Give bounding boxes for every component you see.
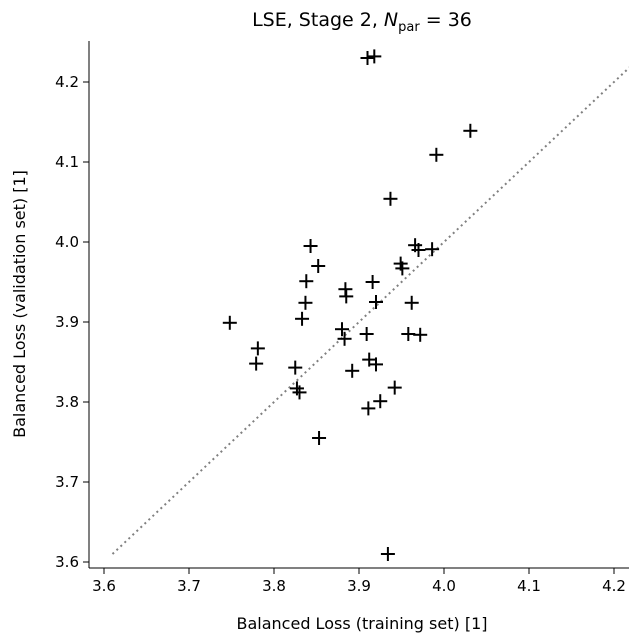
scatter-point <box>395 261 410 276</box>
y-tick-label: 4.0 <box>55 233 79 251</box>
scatter-point <box>369 295 383 309</box>
chart-title-suffix: = 36 <box>420 9 472 31</box>
scatter-point <box>463 123 478 138</box>
scatter-point <box>249 356 264 371</box>
y-tick-label: 4.1 <box>55 153 79 171</box>
scatter-point <box>387 380 402 395</box>
scatter-point <box>337 331 352 346</box>
scatter-point <box>411 243 426 257</box>
scatter-point <box>404 295 419 310</box>
scatter-point <box>335 322 349 337</box>
x-tick-label: 3.6 <box>92 577 116 595</box>
x-tick-label: 4.1 <box>517 577 541 595</box>
scatter-point <box>339 289 354 304</box>
scatter-point <box>429 147 444 162</box>
scatter-point <box>295 311 310 326</box>
x-axis-ticks: 3.6 3.7 3.8 3.9 4.0 4.1 4.2 <box>92 568 626 595</box>
scatter-point <box>311 259 326 273</box>
scatter-point <box>288 360 303 375</box>
y-tick-label: 3.6 <box>55 553 79 571</box>
scatter-point <box>380 547 395 561</box>
scatter-point <box>365 275 380 289</box>
y-axis-ticks: 3.6 3.7 3.8 3.9 4.0 4.1 4.2 <box>55 73 89 571</box>
x-tick-label: 3.8 <box>262 577 286 595</box>
scatter-point <box>373 394 388 409</box>
y-tick-label: 3.9 <box>55 313 79 331</box>
x-tick-label: 3.7 <box>177 577 201 595</box>
scatter-point <box>303 239 318 253</box>
data-points <box>222 49 478 561</box>
scatter-point <box>401 327 416 341</box>
y-tick-label: 3.7 <box>55 473 79 491</box>
chart-title-symbol: N <box>384 9 398 31</box>
y-axis-label: Balanced Loss (validation set) [1] <box>10 170 29 438</box>
x-tick-label: 4.2 <box>602 577 626 595</box>
scatter-point <box>292 385 307 400</box>
identity-diagonal-line <box>111 66 629 555</box>
y-tick-label: 4.2 <box>55 73 79 91</box>
scatter-point <box>222 315 237 330</box>
scatter-point <box>299 274 314 289</box>
chart-title: LSE, Stage 2, Npar = 36 <box>252 9 472 35</box>
scatter-point <box>367 49 382 64</box>
scatter-point <box>369 357 383 372</box>
x-tick-label: 3.9 <box>347 577 371 595</box>
x-tick-label: 4.0 <box>432 577 456 595</box>
scatter-point <box>359 327 374 341</box>
scatter-point <box>425 242 440 257</box>
scatter-point <box>345 363 360 378</box>
chart-title-prefix: LSE, Stage 2, <box>252 9 384 31</box>
scatter-point <box>298 295 313 310</box>
x-axis-label: Balanced Loss (training set) [1] <box>237 614 488 633</box>
scatter-point <box>360 51 375 65</box>
y-tick-label: 3.8 <box>55 393 79 411</box>
scatter-point <box>361 401 376 416</box>
scatter-point <box>250 341 265 356</box>
scatter-point <box>413 327 428 342</box>
chart-title-subscript: par <box>398 20 420 35</box>
scatter-point <box>383 191 398 206</box>
scatter-point <box>312 431 327 445</box>
